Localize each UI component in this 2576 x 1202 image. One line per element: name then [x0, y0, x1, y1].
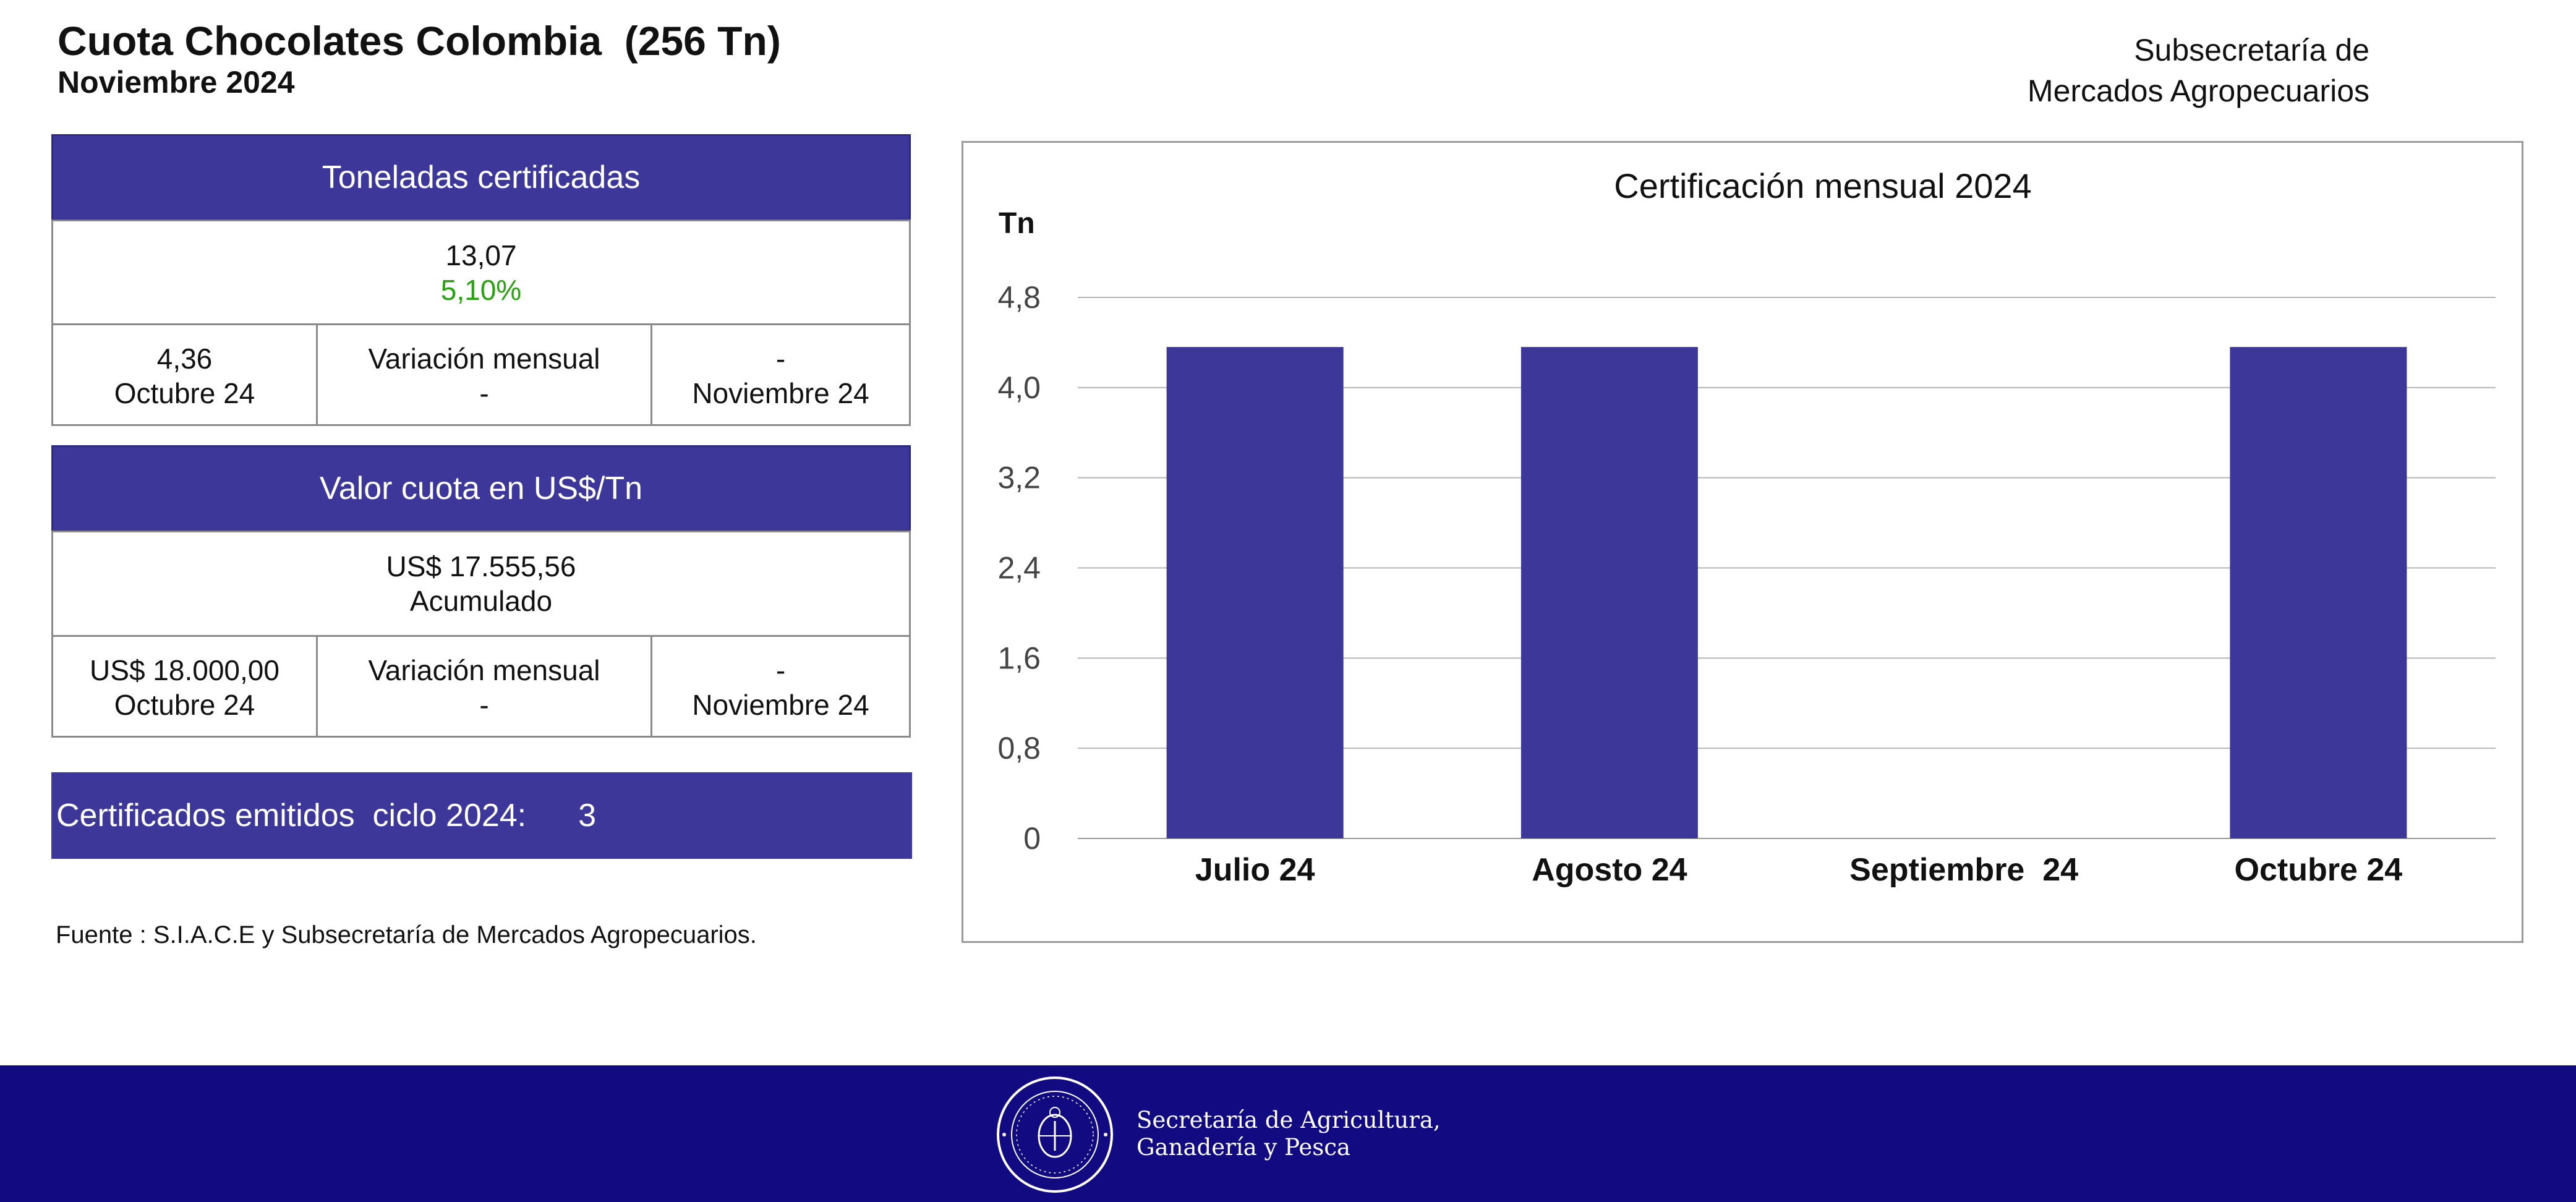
tonnage-percent: 5,10% — [440, 273, 522, 306]
footer-line-1: Secretaría de Agricultura, — [1137, 1107, 1441, 1133]
chart-y-axis-label: Tn — [999, 207, 1035, 240]
ministry-name: Subsecretaría de Mercados Agropecuarios — [2028, 30, 2369, 111]
page-title: Cuota Chocolates Colombia (256 Tn) — [58, 18, 781, 64]
quota-prev-cell: US$ 18.000,00 Octubre 24 — [53, 637, 318, 738]
x-tick-label: Septiembre 24 — [1849, 852, 2078, 888]
bar-chart: Certificación mensual 2024 Tn 0 0,8 1,6 2,4… — [997, 166, 2496, 888]
certificates-count: 3 — [578, 798, 597, 833]
bar-4 — [2230, 347, 2407, 838]
bar-1 — [1166, 347, 1344, 838]
quota-prev-label: Octubre 24 — [114, 688, 255, 721]
quota-total-label: Acumulado — [409, 585, 553, 617]
source-note: Fuente : S.I.A.C.E y Subsecretaría de Me… — [56, 921, 757, 948]
page-subtitle: Noviembre 2024 — [58, 65, 295, 100]
quota-variation-value: - — [479, 688, 489, 721]
quota-total: US$ 17.555,56 — [386, 550, 576, 582]
y-tick-label: 0 — [1023, 821, 1041, 856]
y-tick-label: 4,0 — [997, 370, 1041, 405]
tonnage-panel: 13,07 5,10% 4,36 Octubre 24 Variación me… — [51, 220, 911, 426]
tonnage-total: 13,07 — [445, 239, 517, 271]
y-tick-label: 4,8 — [997, 280, 1041, 315]
x-tick-label: Julio 24 — [1195, 852, 1315, 888]
ministry-line-1: Subsecretaría de — [2134, 33, 2369, 67]
tonnage-variation-label: Variación mensual — [368, 342, 600, 375]
quota-current-label: Noviembre 24 — [692, 688, 869, 721]
y-tick-label: 0,8 — [997, 731, 1041, 765]
tonnage-current-cell: - Noviembre 24 — [652, 325, 909, 426]
ministry-seal-icon — [997, 1076, 1113, 1193]
tonnage-variation-cell: Variación mensual - — [318, 325, 652, 426]
footer-agency-name: Secretaría de Agricultura, Ganadería y P… — [1137, 1107, 1441, 1161]
quota-current-cell: - Noviembre 24 — [652, 637, 909, 738]
x-tick-label: Octubre 24 — [2235, 852, 2403, 888]
footer-line-2: Ganadería y Pesca — [1137, 1134, 1350, 1161]
certificates-label: Certificados emitidos ciclo 2024: — [56, 798, 527, 833]
quota-value-panel: US$ 17.555,56 Acumulado US$ 18.000,00 Oc… — [51, 531, 911, 738]
y-tick-label: 2,4 — [997, 551, 1041, 586]
ministry-line-2: Mercados Agropecuarios — [2027, 74, 2369, 108]
quota-value-heading: Valor cuota en US$/Tn — [51, 445, 911, 532]
tonnage-total-cell: 13,07 5,10% — [53, 221, 909, 325]
quota-variation-cell: Variación mensual - — [318, 637, 652, 738]
quota-variation-label: Variación mensual — [368, 654, 600, 686]
tonnage-current-value: - — [775, 342, 786, 375]
y-tick-label: 1,6 — [997, 641, 1041, 675]
certificates-bar: Certificados emitidos ciclo 2024: 3 — [51, 772, 912, 859]
quota-comparison-row: US$ 18.000,00 Octubre 24 Variación mensu… — [53, 637, 909, 738]
y-tick-label: 3,2 — [997, 461, 1041, 495]
footer-band — [0, 1065, 2576, 1202]
bar-2 — [1520, 347, 1698, 838]
tonnage-heading: Toneladas certificadas — [51, 134, 911, 221]
quota-total-cell: US$ 17.555,56 Acumulado — [53, 532, 909, 637]
chart-frame: Certificación mensual 2024 Tn 0 0,8 1,6 2,4… — [962, 141, 2523, 943]
tonnage-current-label: Noviembre 24 — [692, 377, 869, 409]
quota-prev-value: US$ 18.000,00 — [90, 654, 279, 686]
tonnage-prev-value: 4,36 — [156, 342, 213, 375]
tonnage-variation-value: - — [479, 377, 489, 409]
chart-title: Certificación mensual 2024 — [1614, 166, 2031, 205]
x-tick-label: Agosto 24 — [1532, 852, 1687, 888]
tonnage-prev-cell: 4,36 Octubre 24 — [53, 325, 318, 426]
tonnage-prev-label: Octubre 24 — [114, 377, 255, 409]
tonnage-comparison-row: 4,36 Octubre 24 Variación mensual - - No… — [53, 325, 909, 426]
quota-current-value: - — [775, 654, 786, 686]
